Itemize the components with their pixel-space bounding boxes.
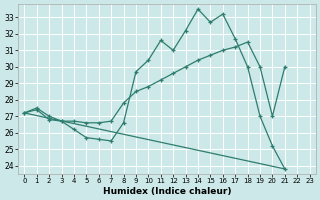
X-axis label: Humidex (Indice chaleur): Humidex (Indice chaleur) bbox=[103, 187, 231, 196]
